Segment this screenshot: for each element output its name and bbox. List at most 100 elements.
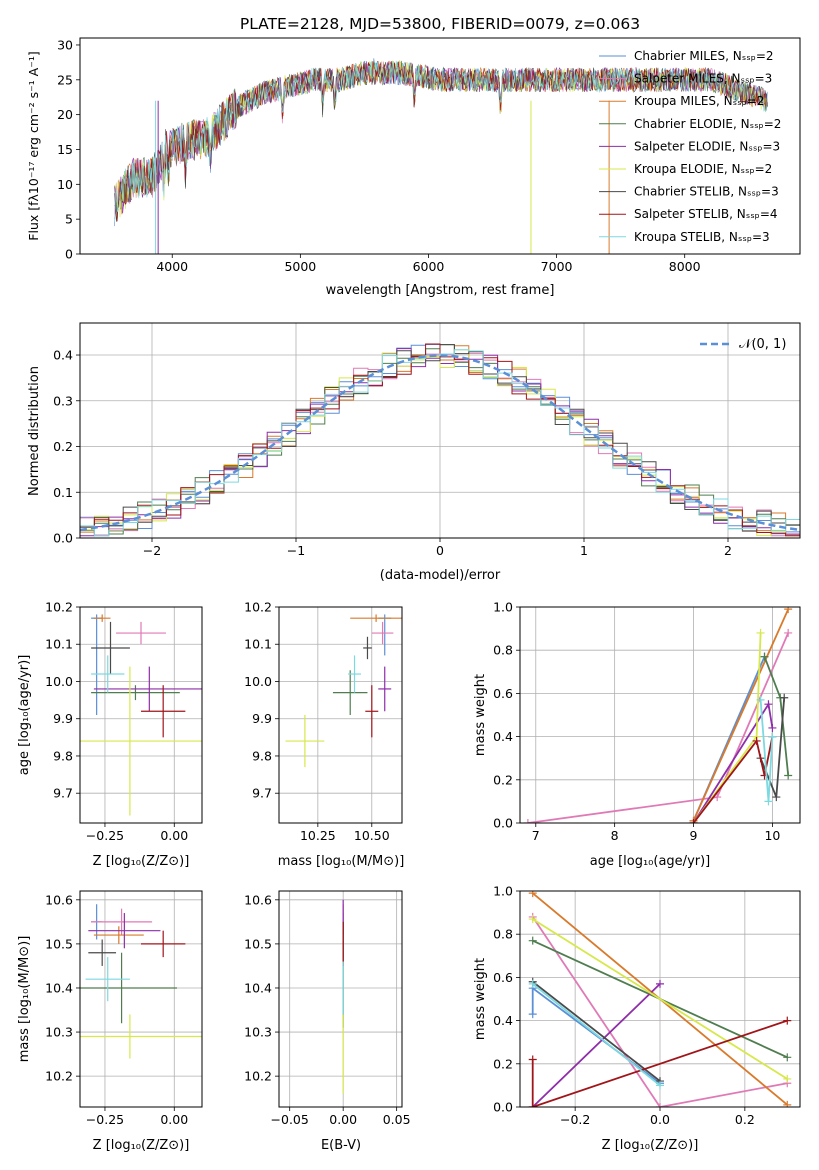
residuals-ytick-label: 0.4 [53,348,73,363]
mass-vs-ebv-ytick-label: 10.3 [244,1025,272,1040]
age-vs-mass-ytick-label: 10.0 [244,674,272,689]
weight-vs-age-marker [756,695,765,704]
residuals-xlabel: (data-model)/error [380,568,501,583]
age-vs-Z-ytick-label: 9.8 [53,748,73,763]
mass-vs-ebv-xlabel: E(B-V) [321,1138,361,1153]
weight-vs-Z-marker [783,1074,792,1083]
spectrum-axes: 4000 5000 6000 7000 8000 0 5 10 15 20 25 30 [57,37,701,274]
weight-vs-age-series-5 [692,632,762,823]
age-vs-mass-point-3 [332,670,368,715]
spectrum-ytick-label: 30 [57,37,73,52]
age-vs-Z-point-3 [91,685,180,701]
spectrum-legend-label: Chabrier STELIB, Nₛₛₚ=3 [634,185,779,199]
mass-vs-Z-xtick-label: 0.00 [160,1112,188,1127]
age-vs-Z-point-7 [141,685,186,738]
weight-vs-Z-marker [528,979,537,988]
residuals-xtick-label: −2 [143,543,161,558]
weight-vs-Z-xtick-label: 0.2 [735,1112,755,1127]
age-vs-Z-ytick-label: 9.9 [53,711,73,726]
spectrum-xtick-label: 5000 [284,259,316,274]
weight-vs-age-series-7 [692,736,774,823]
weight-vs-Z-series-6 [532,980,661,1082]
spectrum-legend-label: Kroupa ELODIE, Nₛₛₚ=2 [634,162,772,176]
weight-vs-age-ylabel: mass weight [473,674,488,756]
weight-vs-Z-series-5 [532,918,788,1080]
age-vs-mass-ytick-label: 10.1 [244,637,272,652]
spectrum-legend-label: Salpeter MILES, Nₛₛₚ=3 [634,72,772,86]
weight-vs-Z-axes: −0.2 0.0 0.2 0.0 0.2 0.4 0.6 0.8 1.0 [493,884,800,1127]
weight-vs-age-marker [760,652,769,661]
age-vs-mass-ytick-label: 9.7 [252,786,272,801]
spectrum-ytick-label: 25 [57,72,73,87]
weight-vs-Z-ytick-label: 0.0 [493,1100,513,1115]
age-vs-Z-xtick-label: 0.00 [160,828,188,843]
weight-vs-age-xlabel: age [log₁₀(age/yr)] [590,854,711,869]
weight-vs-Z-marker [783,1053,792,1062]
mass-vs-ebv-ytick-label: 10.6 [244,892,272,907]
weight-vs-age-series-4 [692,701,774,823]
age-vs-mass-point-8 [348,655,361,693]
weight-vs-Z-frame [519,890,801,1108]
spectrum-ylabel: Flux [fλ10⁻¹⁷ erg cm⁻² s⁻¹ A⁻¹] [26,51,41,240]
weight-vs-age-marker [756,628,765,637]
weight-vs-age-marker [784,628,793,637]
age-vs-Z-ytick-label: 10.0 [45,674,73,689]
weight-vs-age-marker [768,723,777,732]
residuals-hist-8 [80,349,800,537]
spectrum-title: PLATE=2128, MJD=53800, FIBERID=0079, z=0… [240,15,640,33]
mass-vs-Z-ylabel: mass [log₁₀(M/M⊙)] [17,936,32,1063]
weight-vs-Z-ytick-label: 0.8 [493,927,513,942]
mass-vs-Z-xlabel: Z [log₁₀(Z/Z⊙)] [93,1138,190,1153]
spectrum-series-7 [114,60,768,222]
spectrum-legend-label: Salpeter STELIB, Nₛₛₚ=4 [634,207,778,221]
mass-vs-Z-point-2 [93,926,144,944]
weight-vs-Z-marker [528,891,537,898]
mass-vs-Z-ytick-label: 10.6 [45,892,73,907]
weight-vs-age-frame [519,606,801,824]
mass-vs-Z-ytick-label: 10.2 [45,1069,73,1084]
weight-vs-age-xtick-label: 7 [532,828,540,843]
mass-vs-Z-point-7 [141,930,186,958]
age-vs-Z-xlabel: Z [log₁₀(Z/Z⊙)] [93,854,190,869]
spectrum-legend-label: Kroupa STELIB, Nₛₛₚ=3 [634,230,770,244]
mass-vs-ebv-axes: −0.05 0.00 0.05 10.2 10.3 10.4 10.5 10.6 [244,891,411,1127]
age-vs-mass-point-1 [371,621,394,645]
weight-vs-Z-ylabel: mass weight [473,958,488,1040]
age-vs-mass-point-7 [365,685,379,738]
age-vs-Z-ytick-label: 10.1 [45,637,73,652]
weight-vs-age-marker [784,607,793,614]
residuals-xtick-label: 1 [580,543,588,558]
weight-vs-age-ytick-label: 0.8 [493,643,513,658]
weight-vs-age-xtick-label: 9 [690,828,698,843]
spectrum-ytick-label: 15 [57,142,73,157]
residuals-frame [79,322,801,539]
weight-vs-Z-marker [783,1100,792,1107]
mass-vs-ebv-xtick-label: 0.00 [329,1112,357,1127]
mass-vs-Z-ytick-label: 10.4 [45,980,73,995]
residuals-ylabel: Normed distribution [27,366,42,496]
mass-vs-Z-ytick-label: 10.5 [45,936,73,951]
mass-vs-ebv-ytick-label: 10.5 [244,936,272,951]
weight-vs-Z-series-7 [531,1019,788,1107]
weight-vs-Z-marker [783,1016,792,1025]
age-vs-mass-xlabel: mass [log₁₀(M/M⊙)] [278,854,405,869]
mass-vs-ebv-xtick-label: −0.05 [271,1112,309,1127]
age-vs-mass-ytick-label: 10.2 [244,600,272,615]
weight-vs-age-marker [752,736,761,745]
weight-vs-Z-marker [528,1103,537,1107]
weight-vs-Z-series-4 [532,983,661,1107]
weight-vs-age-xtick-label: 8 [611,828,619,843]
residuals-xtick-label: −1 [287,543,305,558]
weight-vs-age-ytick-label: 1.0 [493,600,513,615]
mass-vs-Z-xtick-label: −0.25 [86,1112,124,1127]
weight-vs-Z-xtick-label: −0.2 [560,1112,590,1127]
weight-vs-Z-marker [656,1081,664,1090]
weight-vs-age-marker [772,793,781,802]
age-vs-mass-xtick-label: 10.25 [300,828,336,843]
mass-vs-Z-point-8 [85,957,130,1002]
weight-vs-Z-marker [528,1055,537,1064]
age-vs-Z-xtick-label: −0.25 [86,828,124,843]
weight-vs-Z-series-8 [532,983,661,1087]
mass-vs-Z-frame [79,890,203,1108]
